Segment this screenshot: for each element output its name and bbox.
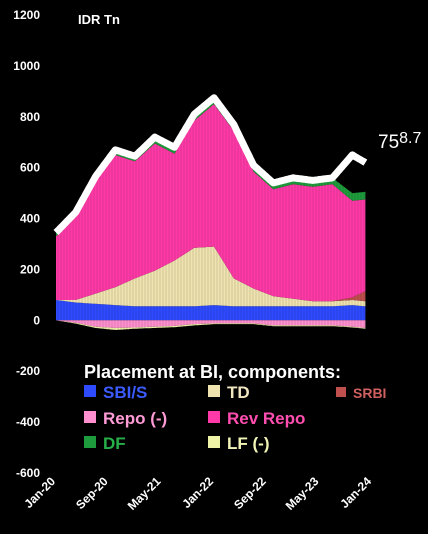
legend-label-lf: LF (-) — [227, 434, 269, 453]
end-value-label: 758.7 — [378, 130, 421, 153]
plot-area — [53, 55, 368, 331]
y-tick-label: 1200 — [13, 8, 40, 22]
legend-swatch-df — [84, 436, 96, 448]
y-tick-label: 400 — [20, 212, 40, 226]
legend-label-sbi-s: SBI/S — [103, 383, 147, 402]
y-tick-label: -600 — [16, 466, 40, 480]
legend: Placement at BI, components: SBI/S TD SRBI… — [84, 362, 386, 453]
y-tick-label: 0 — [33, 313, 40, 327]
legend-swatch-rev-repo — [208, 411, 220, 423]
series-area-lf- — [56, 320, 366, 330]
series-area-sbi-s — [56, 300, 366, 321]
series-area-td — [56, 246, 366, 307]
x-tick-label: Sep-22 — [231, 474, 269, 512]
total-line — [53, 94, 368, 235]
unit-label: IDR Tn — [78, 12, 120, 27]
legend-swatch-td — [208, 385, 220, 397]
y-tick-label: 800 — [20, 110, 40, 124]
x-axis-ticks: Jan-20 Sep-20 May-21 Jan-22 Sep-22 May-23 Jan-… — [21, 474, 374, 513]
legend-label-rev-repo: Rev Repo — [227, 409, 305, 428]
series-area-rev-repo — [56, 104, 366, 302]
legend-swatch-repo — [84, 411, 96, 423]
legend-swatch-srbi — [336, 387, 346, 397]
legend-label-df: DF — [103, 434, 126, 453]
x-tick-label: Sep-20 — [73, 474, 111, 512]
x-tick-label: Jan-24 — [337, 474, 374, 511]
legend-label-srbi: SRBI — [353, 385, 386, 401]
y-tick-label: -200 — [16, 364, 40, 378]
x-tick-label: May-23 — [283, 474, 322, 513]
y-tick-label: -400 — [16, 415, 40, 429]
legend-label-repo: Repo (-) — [103, 409, 167, 428]
legend-swatch-lf — [208, 436, 220, 448]
x-tick-label: May-21 — [125, 474, 164, 513]
x-tick-label: Jan-22 — [179, 474, 216, 511]
y-axis-ticks: -600 -400 -200 0 200 400 600 800 1000 1200 — [13, 8, 40, 480]
y-tick-label: 600 — [20, 161, 40, 175]
legend-title: Placement at BI, components: — [84, 362, 341, 382]
series-area-repo- — [56, 320, 366, 328]
legend-label-td: TD — [227, 383, 250, 402]
legend-swatch-sbi-s — [84, 385, 96, 397]
y-tick-label: 1000 — [13, 59, 40, 73]
y-tick-label: 200 — [20, 262, 40, 276]
